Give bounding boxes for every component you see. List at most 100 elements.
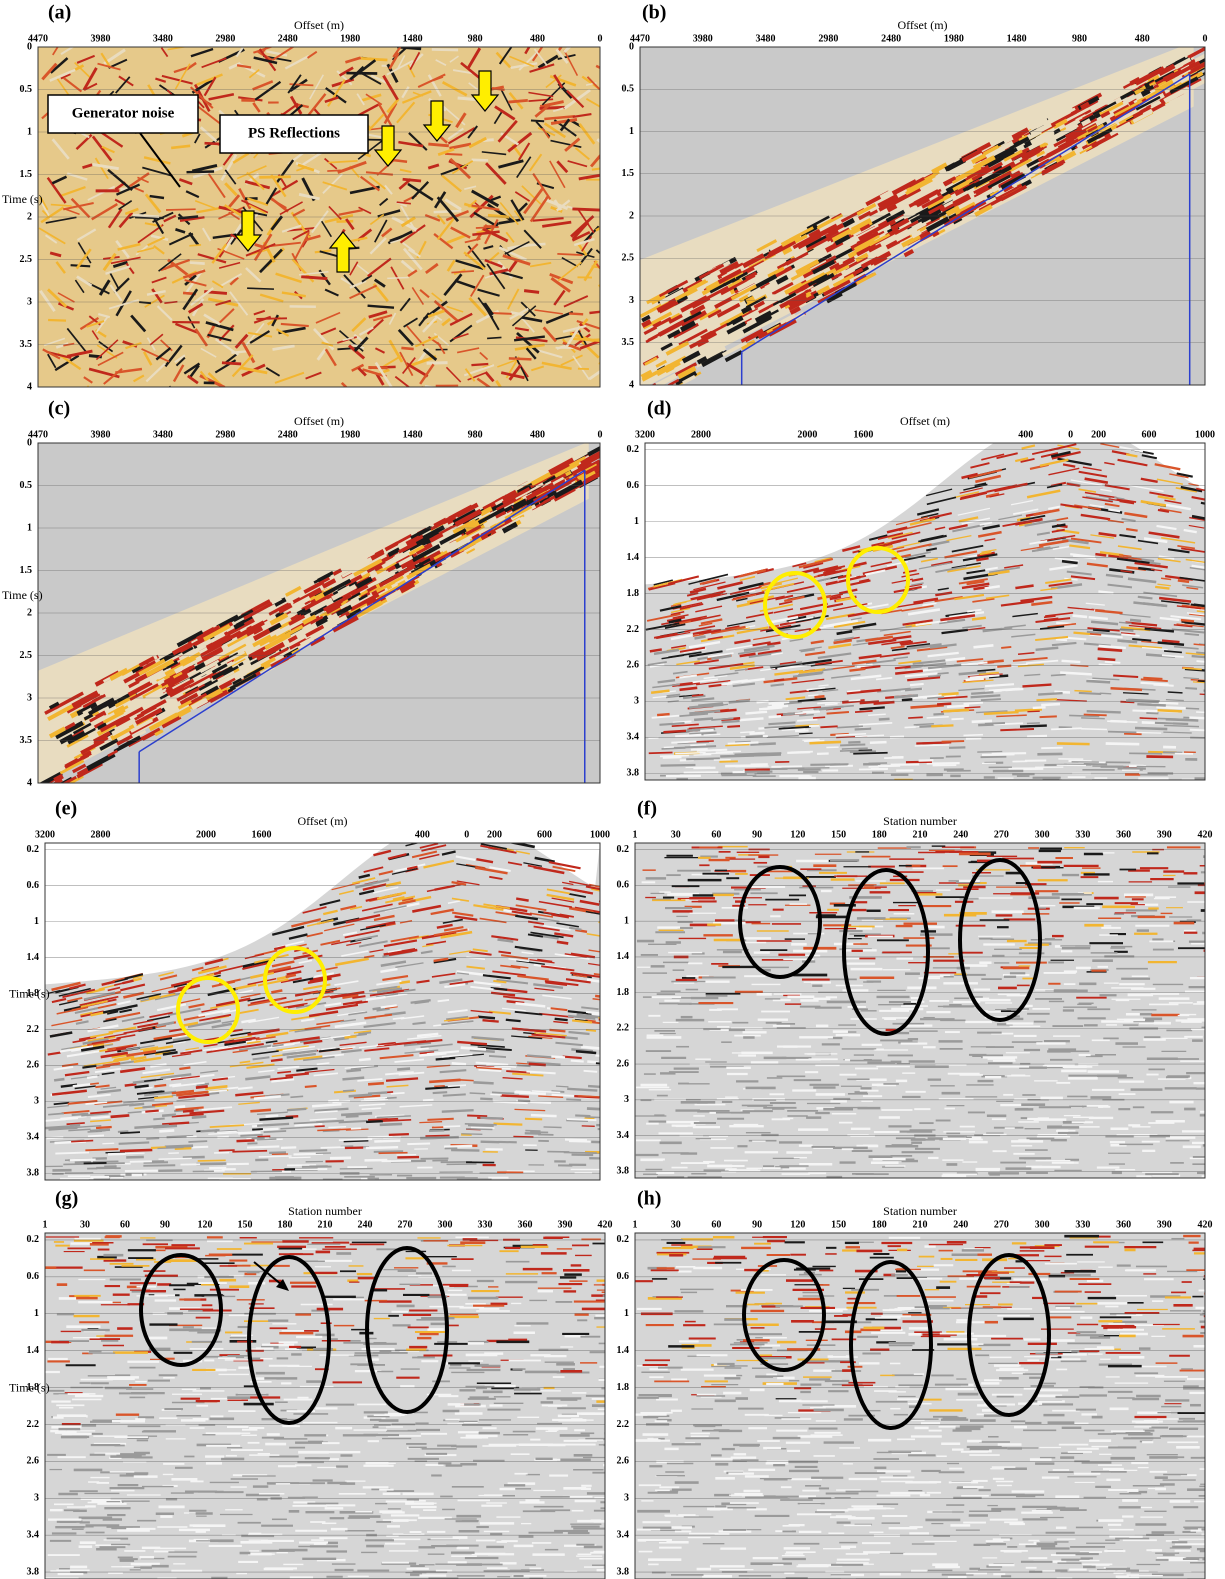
x-tick-label: 1980 [340,33,360,44]
seismic-section [45,820,632,1180]
reflector [982,754,1015,755]
panel: 00.511.522.533.5444703980348029802480198… [2,2,624,406]
reflector [931,725,953,726]
reflector [963,735,982,736]
reflector [972,618,986,620]
reflector [720,756,754,757]
reflector [434,825,449,829]
x-axis-title: Offset (m) [294,18,344,32]
reflector [569,1141,591,1142]
reflector [219,1150,235,1151]
reflector [524,291,539,293]
reflector [1108,732,1136,733]
reflector [48,320,66,321]
reflector [567,1119,597,1120]
reflector [1190,738,1216,739]
y-tick-label: 1.4 [27,952,40,963]
reflector [271,1059,283,1060]
reflector [198,1160,226,1161]
reflector [464,821,482,825]
reflector [70,1160,96,1161]
reflector [657,714,670,715]
x-tick-label: 1480 [403,33,423,44]
reflector [981,699,1001,700]
reflector [1033,707,1046,708]
panel-label: (a) [48,2,71,24]
x-tick-label: 200 [487,829,502,840]
reflector [256,318,287,319]
reflector [294,1124,322,1125]
reflector [165,1146,193,1147]
x-tick-label: 0 [598,33,603,44]
x-tick-label: 4470 [28,33,48,44]
reflector [1051,675,1066,676]
reflector [1111,688,1142,690]
reflector [183,1157,205,1158]
reflector [476,227,499,228]
reflector [549,1030,565,1031]
reflector [728,742,759,743]
reflector [343,1090,354,1091]
reflector [855,729,872,730]
reflector [419,1122,442,1123]
reflector [529,1064,546,1065]
reflector [555,1019,568,1020]
reflector [1098,591,1113,593]
reflector [442,1110,474,1112]
reflector [443,1094,466,1095]
reflector [259,1156,292,1157]
reflector [721,683,732,684]
y-tick-label: 0.5 [20,84,33,95]
reflector [697,750,727,751]
reflector [787,752,810,753]
reflector [222,363,241,364]
reflector [746,736,763,737]
reflector [87,1077,97,1078]
reflector [822,669,832,670]
reflector [247,288,274,289]
reflector [428,144,448,146]
reflector [257,1139,277,1140]
reflector [196,1164,226,1165]
reflector [490,1094,502,1095]
seismic-section [38,442,613,793]
y-tick-label: 2 [629,210,634,221]
reflector [1166,700,1184,701]
reflector [482,1020,498,1021]
reflector [581,1047,602,1049]
reflector [380,1124,402,1125]
reflector [142,1106,155,1107]
seismic-section [635,843,1225,1178]
x-tick-label: 3980 [90,33,110,44]
reflector [853,753,887,754]
reflector [1040,716,1057,717]
reflector [401,348,413,349]
reflector [1062,661,1081,662]
reflector [489,1056,506,1057]
x-tick-label: 2480 [881,33,901,44]
reflector [422,387,436,401]
reflector [111,1115,130,1116]
reflector [192,1147,208,1148]
reflector [1137,704,1165,705]
reflector [412,1023,425,1024]
reflector [432,49,458,50]
reflector [557,942,568,944]
reflector [346,1116,359,1117]
x-tick-label: 2800 [91,829,111,840]
y-tick-label: 3.4 [627,732,640,743]
reflector [1073,633,1090,634]
x-tick-label: 480 [530,33,545,44]
reflector [427,363,448,364]
x-tick-label: 0 [598,429,603,440]
x-tick-label: 1480 [1007,33,1027,44]
reflector [478,1017,495,1019]
reflector [403,179,421,181]
y-tick-label: 3.5 [20,339,33,350]
x-tick-label: 980 [468,33,483,44]
panel-label: (b) [642,2,666,24]
reflector [339,1139,372,1140]
reflector [1106,744,1140,745]
y-tick-label: 3.4 [27,1132,40,1143]
x-tick-label: 3480 [153,429,173,440]
